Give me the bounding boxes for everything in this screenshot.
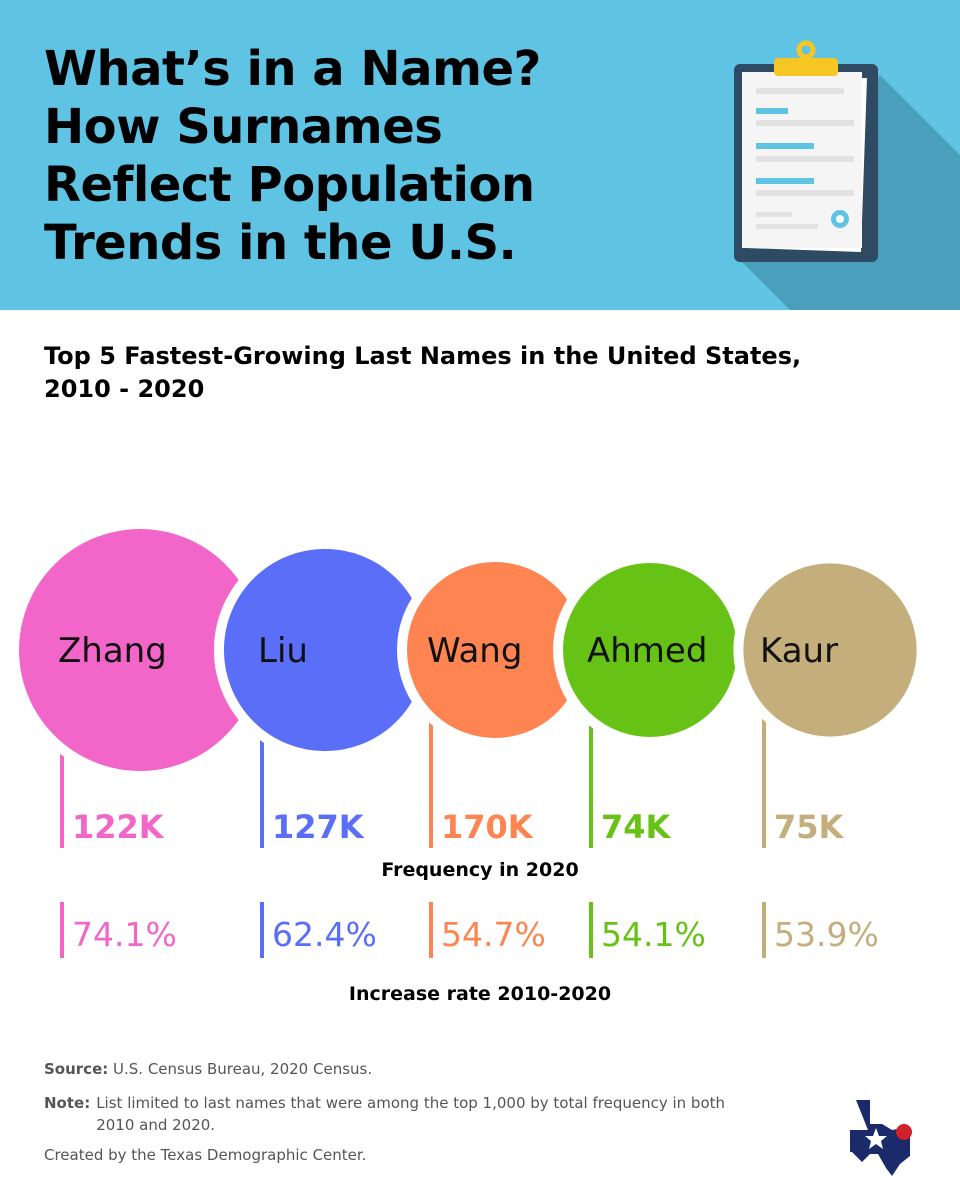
note-label: Note:	[44, 1094, 91, 1112]
title: What’s in a Name? How Surnames Reflect P…	[44, 41, 541, 271]
frequency-label: 74K	[601, 808, 672, 846]
frequency-label: 127K	[272, 808, 365, 846]
rate-label: 54.1%	[601, 915, 706, 954]
chart-title: Top 5 Fastest-Growing Last Names in the …	[44, 342, 802, 403]
rate-label: 74.1%	[72, 915, 177, 954]
bubble-label: Wang	[427, 631, 522, 671]
source-text: U.S. Census Bureau, 2020 Census.	[113, 1060, 373, 1078]
chart: Zhang 122K 74.1% Liu 127K 62.4% Wang 170K 54.7% A…	[14, 524, 927, 1005]
rate-label: 62.4%	[272, 915, 377, 954]
logo	[850, 1100, 912, 1176]
note-text: List limited to last names that were amo…	[96, 1094, 726, 1134]
frequency-label: 75K	[774, 808, 845, 846]
rate-label: 53.9%	[774, 915, 879, 954]
source: Source: U.S. Census Bureau, 2020 Census.	[44, 1060, 372, 1078]
bubble-label: Ahmed	[587, 631, 707, 671]
bubble	[733, 553, 927, 747]
credit: Created by the Texas Demographic Center.	[44, 1146, 367, 1164]
frequency-label: 122K	[72, 808, 165, 846]
bubble-label: Liu	[258, 631, 308, 671]
frequency-caption: Frequency in 2020	[381, 859, 578, 881]
header: What’s in a Name? How Surnames Reflect P…	[0, 0, 960, 310]
bubble-label: Zhang	[58, 631, 167, 671]
note: Note: List limited to last names that wer…	[44, 1094, 764, 1136]
source-label: Source:	[44, 1060, 109, 1078]
frequency-label: 170K	[441, 808, 534, 846]
bubble-label: Kaur	[760, 631, 838, 671]
clipboard-icon	[734, 40, 960, 310]
rate-caption: Increase rate 2010-2020	[349, 983, 611, 1005]
rate-label: 54.7%	[441, 915, 546, 954]
